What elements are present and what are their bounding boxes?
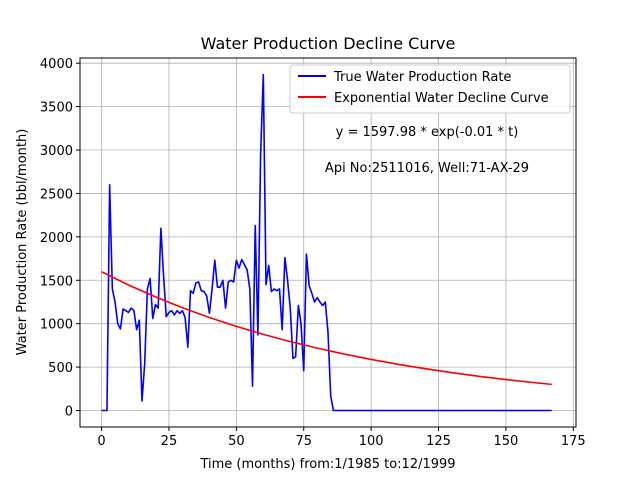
plot-frame (79, 57, 577, 428)
x-tick-label: 25 (161, 434, 178, 449)
exponential-decline-line (101, 271, 552, 386)
x-tick-label: 75 (295, 434, 312, 449)
y-axis-ticks: 0 500 1000 1500 2000 2500 3000 3500 4000 (40, 57, 80, 420)
x-tick-label: 175 (561, 434, 586, 449)
y-tick-label: 3500 (40, 101, 73, 116)
legend-label-true-rate: True Water Production Rate (333, 70, 511, 85)
x-axis-ticks: 0 25 50 75 100 125 150 175 (97, 427, 586, 449)
x-tick-label: 100 (359, 434, 384, 449)
series-layer (101, 73, 552, 412)
y-tick-label: 500 (48, 361, 73, 376)
chart-title: Water Production Decline Curve (201, 34, 456, 53)
y-tick-label: 1500 (40, 274, 73, 289)
x-axis-label: Time (months) from:1/1985 to:12/1999 (199, 457, 455, 472)
x-tick-label: 150 (493, 434, 518, 449)
legend-label-exp-curve: Exponential Water Decline Curve (334, 91, 549, 106)
true-water-production-line (101, 73, 552, 412)
y-tick-label: 0 (65, 405, 73, 420)
well-annotation: Api No:2511016, Well:71-AX-29 (325, 161, 529, 176)
y-tick-label: 4000 (40, 57, 73, 72)
y-tick-label: 3000 (40, 144, 73, 159)
equation-annotation: y = 1597.98 * exp(-0.01 * t) (336, 125, 519, 140)
x-tick-label: 0 (97, 434, 105, 449)
legend-box (289, 64, 571, 114)
y-axis-label: Water Production Rate (bbl/month) (15, 129, 30, 356)
y-tick-label: 2000 (40, 231, 73, 246)
y-tick-label: 1000 (40, 318, 73, 333)
grid-layer (80, 58, 576, 427)
legend: True Water Production Rate Exponential W… (289, 64, 571, 114)
x-tick-label: 125 (426, 434, 451, 449)
x-tick-label: 50 (228, 434, 245, 449)
y-tick-label: 2500 (40, 187, 73, 202)
